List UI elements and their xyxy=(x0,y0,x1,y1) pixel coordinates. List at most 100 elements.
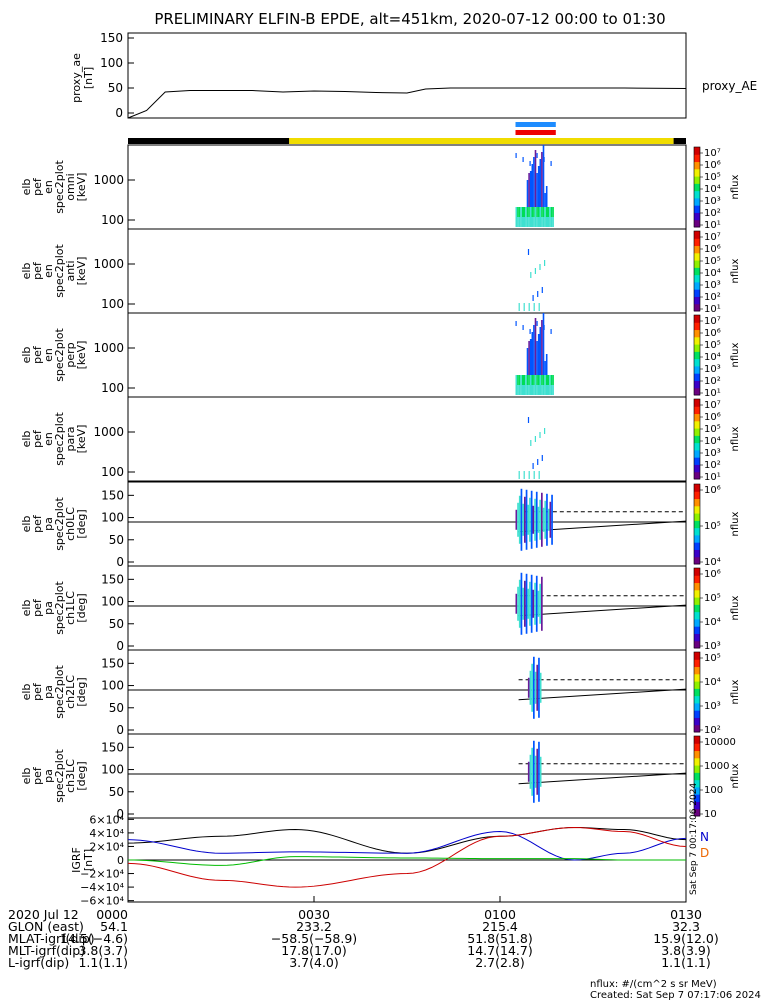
colorbar-segment xyxy=(694,498,700,507)
colorbar-segment xyxy=(694,219,700,228)
igrf-series-line xyxy=(127,831,687,861)
footer-value: 2.7(2.8) xyxy=(475,955,525,970)
footer-row-label: MLAT-igrf(dip) xyxy=(8,931,95,946)
spectrogram-pixel xyxy=(518,495,521,544)
spectrogram-pixel xyxy=(539,499,541,540)
spectrogram-pixel xyxy=(529,670,532,705)
spectrogram-pixel xyxy=(545,375,548,385)
spectrogram-pixel xyxy=(528,303,530,311)
spectrogram-pixel xyxy=(515,375,518,385)
colorbar-segment xyxy=(694,380,700,389)
colorbar-segment xyxy=(694,274,700,283)
colorbar-label: nflux xyxy=(730,342,741,367)
spectrogram-pixel xyxy=(542,507,545,532)
footer-row-label: L-igrf(dip) xyxy=(8,955,69,970)
footer-row-label: 2020 Jul 12 xyxy=(8,907,79,922)
footer-value: 51.8(51.8) xyxy=(467,931,532,946)
spectrogram-pixel xyxy=(542,217,545,227)
panel-ylabel-line: anti xyxy=(64,260,77,281)
panel-ylabel-line: pef xyxy=(31,598,44,617)
spectrogram-pixel xyxy=(521,375,524,385)
colorbar-segment xyxy=(694,549,700,558)
spectrogram-pixel xyxy=(523,207,526,217)
panel-ylabel-line: spec2plot xyxy=(53,749,66,803)
colorbar-segment xyxy=(694,161,700,170)
spectrogram-pixel xyxy=(549,385,551,395)
footer-value: 32.3 xyxy=(672,919,700,934)
colorbar-tick-label: 10¹ xyxy=(704,472,721,483)
colorbar-segment xyxy=(694,772,700,781)
footer-row-label: GLON (east) xyxy=(8,919,84,934)
spectrogram-panel-2: 1000100elbpefenspec2plotperp[keV]10⁷10⁶1… xyxy=(20,312,741,399)
footer-value: 14.5(−4.6) xyxy=(60,931,128,946)
spectrogram-pixel xyxy=(545,354,548,375)
panel-ylabel-line: elb xyxy=(20,347,33,364)
spectrogram-pixel xyxy=(531,747,533,796)
panel-ylabel-line: spec2plot xyxy=(53,160,66,214)
proxy-series-label: proxy_AE xyxy=(702,79,757,93)
panel-ylabel-line: spec2plot xyxy=(53,328,66,382)
panel-ytick-label: 1000 xyxy=(93,257,124,271)
spectrogram-pixel xyxy=(535,575,538,632)
spectrogram-pixel xyxy=(529,385,532,395)
panel-ylabel-line: ch3LC xyxy=(64,759,77,793)
proxy-ytick-label: 0 xyxy=(115,106,123,120)
spectrogram-pixel xyxy=(532,295,534,301)
colorbar-segment xyxy=(694,358,700,367)
panel-ylabel-line: en xyxy=(42,432,55,446)
colorbar-tick-label: 10⁷ xyxy=(704,232,721,243)
pa-range-line xyxy=(518,772,687,785)
colorbar-tick-label: 10⁵ xyxy=(704,172,721,183)
panel-ylabel-line: omni xyxy=(64,173,77,200)
colorbar-segment xyxy=(694,435,700,444)
colorbar-tick-label: 10 xyxy=(704,809,717,820)
colorbar-frame xyxy=(693,651,701,733)
spectrogram-pixel xyxy=(515,385,518,395)
footer-value: 3.7(4.0) xyxy=(289,955,339,970)
igrf-series-line xyxy=(127,826,687,854)
panel-frame xyxy=(127,649,687,735)
spectrogram-pixel xyxy=(544,193,546,207)
igrf-series-line xyxy=(127,856,686,866)
footer-value: 0130 xyxy=(670,907,702,922)
spectrogram-pixel xyxy=(533,471,535,479)
colorbar-segment xyxy=(694,315,700,323)
colorbar-segment xyxy=(694,420,700,429)
proxy-ylabel-1: proxy_ae xyxy=(70,53,83,103)
spectrogram-pixel xyxy=(515,217,518,227)
spectrogram-pixel xyxy=(546,493,548,546)
colorbar-segment xyxy=(694,604,700,613)
panel-ytick-label: 100 xyxy=(101,595,124,609)
panel-ylabel-line: spec2plot xyxy=(53,665,66,719)
spectrogram-pixel xyxy=(515,153,517,158)
spectrogram-pixel xyxy=(539,207,542,217)
panel-ylabel-line: elb xyxy=(20,179,33,196)
footer-value: 15.9(12.0) xyxy=(653,931,718,946)
colorbar-tick-label: 10³ xyxy=(704,280,721,291)
spectrogram-pixel xyxy=(517,375,519,385)
colorbar-segment xyxy=(694,336,700,345)
spectrogram-pixel xyxy=(536,207,538,217)
colorbar-tick-label: 10² xyxy=(704,292,721,303)
colorbar-segment xyxy=(694,582,700,591)
spectrogram-pixel xyxy=(525,385,527,395)
colorbar-tick-label: 10⁵ xyxy=(704,424,721,435)
colorbar-segment xyxy=(694,176,700,184)
panel-ytick-label: 0 xyxy=(116,723,124,737)
colorbar-segment xyxy=(694,597,700,605)
spectrogram-pixel xyxy=(526,180,529,207)
colorbar-tick-label: 10⁵ xyxy=(704,521,721,532)
colorbar-segment xyxy=(694,736,700,744)
spectrogram-pixel xyxy=(544,428,546,434)
spectrogram-panel-3: 1000100elbpefenspec2plotpara[keV]10⁷10⁶1… xyxy=(20,396,741,483)
spectrogram-pixel xyxy=(536,385,538,395)
spectrogram-pixel xyxy=(547,508,550,531)
spectrogram-pixel xyxy=(537,207,540,217)
colorbar-segment xyxy=(694,568,700,576)
spectrogram-pixel xyxy=(539,756,542,787)
igrf-ytick-label: −2×10⁴ xyxy=(80,868,124,881)
colorbar-tick-label: 10⁶ xyxy=(704,244,721,255)
spectrogram-pixel xyxy=(534,498,536,541)
colorbar-segment xyxy=(694,717,700,726)
colorbar-segment xyxy=(694,205,700,213)
